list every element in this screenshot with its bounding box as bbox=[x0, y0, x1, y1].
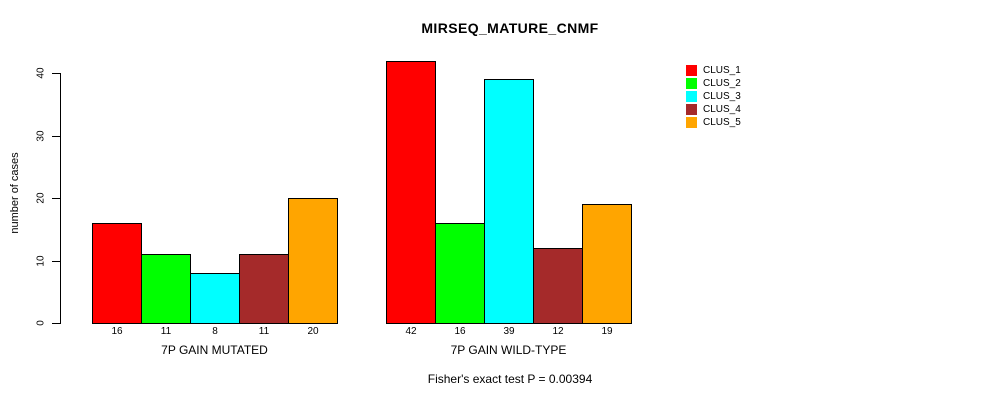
legend-swatch-icon bbox=[686, 65, 697, 76]
legend-swatch-icon bbox=[686, 104, 697, 115]
y-tick bbox=[52, 323, 60, 324]
bar-value-label: 8 bbox=[212, 326, 218, 337]
bar-value-label: 11 bbox=[258, 326, 270, 337]
group-axis-label: 7P GAIN MUTATED bbox=[161, 343, 268, 357]
bar-value-label: 12 bbox=[552, 326, 564, 337]
bar-clus_5-group1 bbox=[288, 198, 338, 324]
y-axis-label: number of cases bbox=[9, 152, 21, 234]
bar-clus_3-group1 bbox=[190, 273, 240, 324]
legend-item: CLUS_3 bbox=[686, 90, 741, 103]
bar-value-label: 16 bbox=[111, 326, 123, 337]
legend-label: CLUS_1 bbox=[703, 65, 741, 76]
group-axis-label: 7P GAIN WILD-TYPE bbox=[450, 343, 567, 357]
y-tick-label: 40 bbox=[35, 67, 47, 79]
y-axis-line bbox=[60, 73, 61, 324]
legend-item: CLUS_2 bbox=[686, 77, 741, 90]
fisher-test-annotation: Fisher's exact test P = 0.00394 bbox=[427, 372, 593, 386]
y-tick bbox=[52, 73, 60, 74]
legend-label: CLUS_4 bbox=[703, 104, 741, 115]
bar-clus_2-group2 bbox=[435, 223, 485, 324]
legend-item: CLUS_5 bbox=[686, 116, 741, 129]
legend-swatch-icon bbox=[686, 117, 697, 128]
bar-clus_2-group1 bbox=[141, 254, 191, 324]
y-tick bbox=[52, 198, 60, 199]
bar-value-label: 20 bbox=[307, 326, 319, 337]
bar-clus_4-group1 bbox=[239, 254, 289, 324]
chart-title: MIRSEQ_MATURE_CNMF bbox=[421, 20, 599, 36]
bar-clus_3-group2 bbox=[484, 79, 534, 324]
bar-value-label: 11 bbox=[160, 326, 172, 337]
legend-item: CLUS_1 bbox=[686, 64, 741, 77]
legend: CLUS_1 CLUS_2 CLUS_3 CLUS_4 CLUS_5 bbox=[686, 64, 741, 129]
bar-value-label: 16 bbox=[454, 326, 466, 337]
bar-clus_1-group1 bbox=[92, 223, 142, 324]
bar-clus_4-group2 bbox=[533, 248, 583, 324]
legend-label: CLUS_2 bbox=[703, 78, 741, 89]
legend-label: CLUS_3 bbox=[703, 91, 741, 102]
bar-value-label: 42 bbox=[405, 326, 417, 337]
bar-value-label: 39 bbox=[503, 326, 515, 337]
bar-value-label: 19 bbox=[601, 326, 613, 337]
y-tick-label: 20 bbox=[35, 192, 47, 204]
y-tick-label: 0 bbox=[35, 320, 47, 326]
y-tick bbox=[52, 135, 60, 137]
bar-clus_1-group2 bbox=[386, 60, 436, 324]
legend-label: CLUS_5 bbox=[703, 117, 741, 128]
legend-swatch-icon bbox=[686, 78, 697, 89]
bar-clus_5-group2 bbox=[582, 204, 632, 324]
legend-swatch-icon bbox=[686, 91, 697, 102]
legend-item: CLUS_4 bbox=[686, 103, 741, 116]
y-tick bbox=[52, 260, 60, 262]
y-tick-label: 10 bbox=[35, 254, 47, 267]
y-tick-label: 30 bbox=[35, 129, 47, 142]
